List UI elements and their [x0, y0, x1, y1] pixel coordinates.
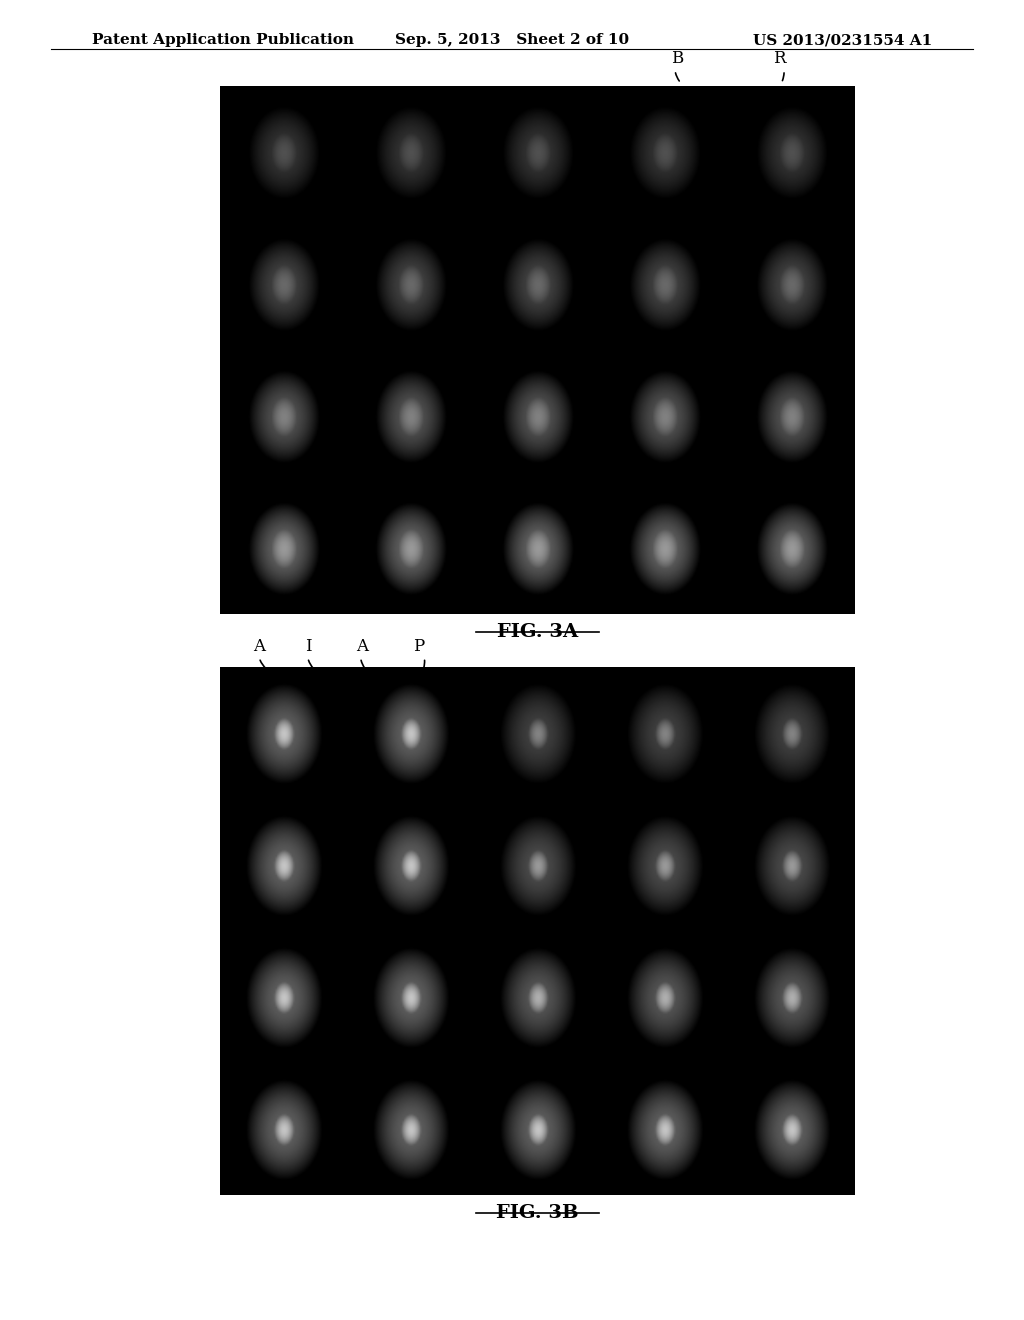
Text: US 2013/0231554 A1: US 2013/0231554 A1 — [753, 33, 932, 48]
Text: P: P — [413, 638, 425, 668]
Text: B: B — [671, 50, 683, 81]
Text: Patent Application Publication: Patent Application Publication — [92, 33, 354, 48]
Text: R: R — [773, 50, 785, 81]
Text: FIG. 3A: FIG. 3A — [497, 623, 579, 642]
Text: I: I — [305, 638, 313, 668]
Text: A: A — [356, 638, 369, 668]
Text: A: A — [253, 638, 266, 669]
Text: Sep. 5, 2013   Sheet 2 of 10: Sep. 5, 2013 Sheet 2 of 10 — [395, 33, 629, 48]
Text: FIG. 3B: FIG. 3B — [497, 1204, 579, 1222]
